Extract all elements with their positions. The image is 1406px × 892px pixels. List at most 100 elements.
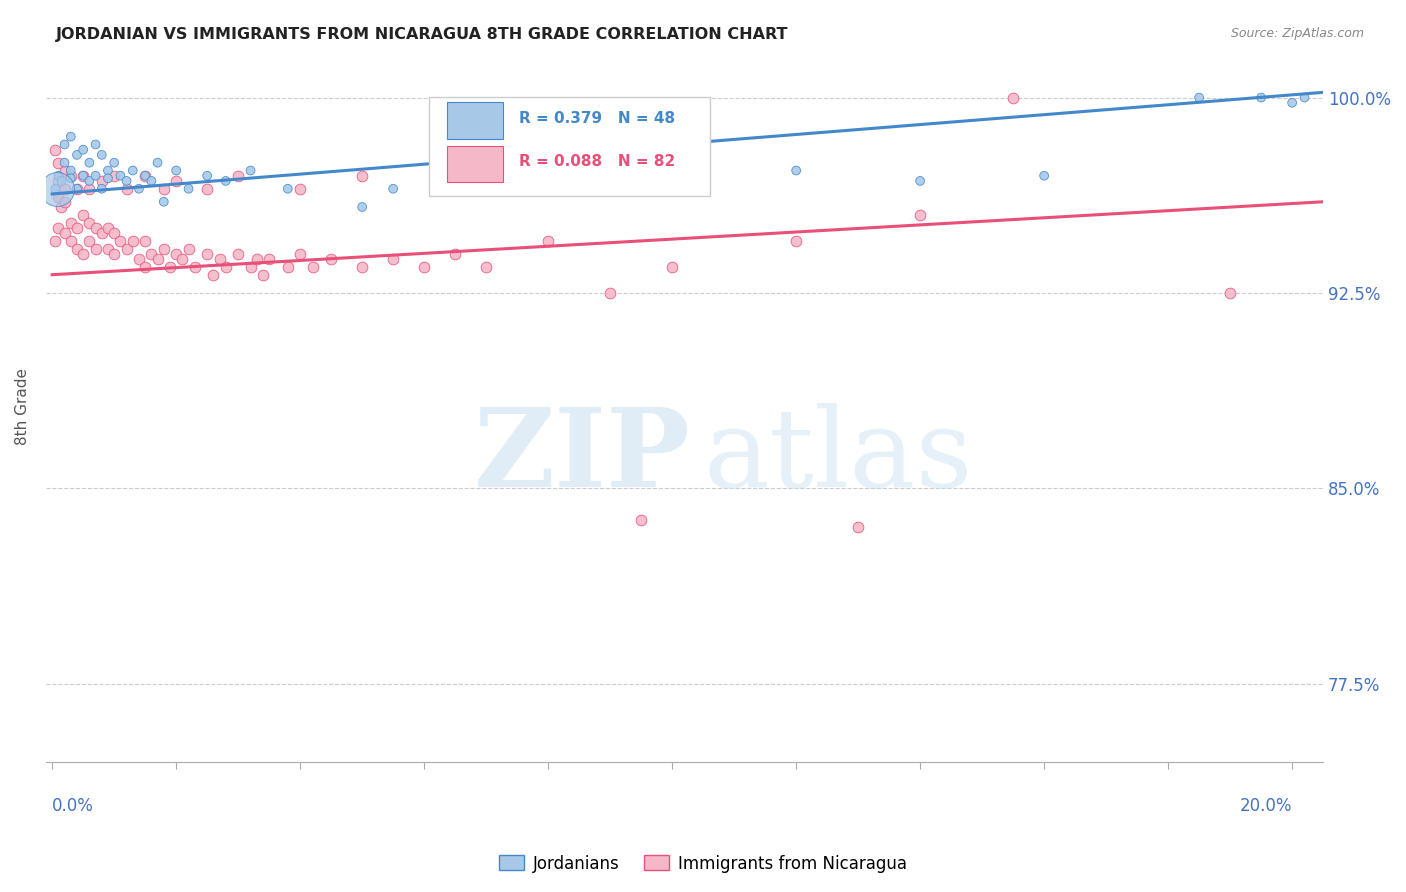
Point [59,169,82,183]
Text: R = 0.088   N = 82: R = 0.088 N = 82 [519,154,675,169]
Point [152,194,174,209]
Point [177,242,200,256]
Point [321,252,343,266]
Point [48,189,70,203]
Point [44,182,66,196]
Point [84,242,107,256]
Point [475,260,498,274]
Point [53,163,76,178]
Point [128,252,150,266]
Point [59,216,82,230]
Point [53,137,76,152]
Point [277,260,299,274]
Point [110,234,132,248]
Point [1294,90,1316,104]
Point [110,169,132,183]
Point [97,171,120,186]
Point [103,247,125,261]
Point [661,260,683,274]
Point [288,247,311,261]
Point [568,169,591,183]
Point [66,242,89,256]
Text: 20.0%: 20.0% [1240,797,1292,814]
Point [53,155,76,169]
Point [195,247,218,261]
Point [785,163,807,178]
Point [239,163,262,178]
Point [66,220,89,235]
Point [59,234,82,248]
Point [444,182,467,196]
Point [215,174,238,188]
Point [84,137,107,152]
Point [84,220,107,235]
Point [630,512,652,526]
Point [90,174,112,188]
Point [84,169,107,183]
Point [48,169,70,183]
Y-axis label: 8th Grade: 8th Grade [15,368,30,445]
Point [352,260,374,274]
Point [72,247,94,261]
Point [72,143,94,157]
Point [121,163,143,178]
Point [1219,285,1241,300]
Point [115,182,138,196]
Point [215,260,238,274]
Point [134,169,156,183]
Legend: Jordanians, Immigrants from Nicaragua: Jordanians, Immigrants from Nicaragua [492,848,914,880]
Point [1033,169,1056,183]
Point [908,174,931,188]
Point [141,174,163,188]
Point [53,182,76,196]
Point [165,247,187,261]
Point [288,182,311,196]
Point [152,182,174,196]
FancyBboxPatch shape [429,97,710,196]
Point [66,182,89,196]
Point [134,234,156,248]
Point [785,234,807,248]
Point [134,169,156,183]
Point [141,247,163,261]
Point [115,174,138,188]
Point [79,234,101,248]
Text: JORDANIAN VS IMMIGRANTS FROM NICARAGUA 8TH GRADE CORRELATION CHART: JORDANIAN VS IMMIGRANTS FROM NICARAGUA 8… [56,27,789,42]
Point [352,169,374,183]
Point [257,252,280,266]
FancyBboxPatch shape [447,103,503,138]
Point [1188,90,1211,104]
Point [72,169,94,183]
Point [208,252,231,266]
Point [226,169,249,183]
Point [226,247,249,261]
Point [103,169,125,183]
Point [1250,90,1272,104]
Point [599,285,621,300]
Point [115,242,138,256]
Point [97,220,120,235]
Point [506,182,529,196]
Point [59,129,82,144]
Point [90,182,112,196]
Point [165,163,187,178]
Point [382,252,405,266]
Point [382,182,405,196]
Point [79,174,101,188]
Point [195,169,218,183]
Point [172,252,194,266]
Point [252,268,274,282]
Point [121,234,143,248]
Point [152,242,174,256]
Point [444,169,467,183]
Point [239,260,262,274]
Point [72,208,94,222]
Text: ZIP: ZIP [474,402,690,509]
Point [48,155,70,169]
Point [159,260,181,274]
Point [246,252,269,266]
Point [79,216,101,230]
Point [90,148,112,162]
Point [1281,95,1303,110]
Text: R = 0.379   N = 48: R = 0.379 N = 48 [519,111,675,126]
